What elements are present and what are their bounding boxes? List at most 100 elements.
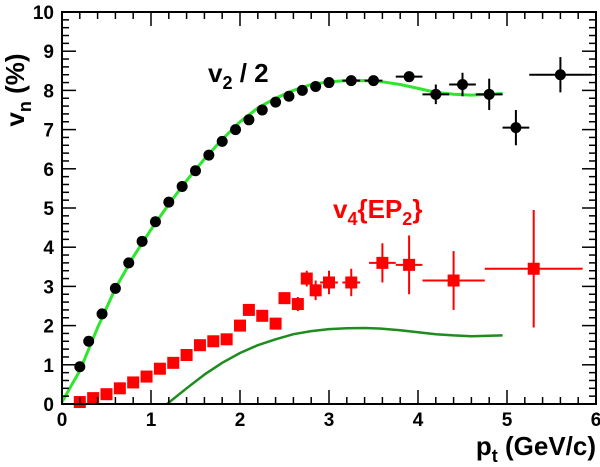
data-point-s1-10 xyxy=(190,165,201,177)
circle-marker xyxy=(96,308,108,320)
data-point-s1-11 xyxy=(203,149,215,161)
data-point-s1-5 xyxy=(123,257,135,269)
circle-marker xyxy=(176,180,188,192)
data-point-s2-26 xyxy=(484,209,583,328)
circle-marker xyxy=(74,361,86,373)
data-point-s1-4 xyxy=(109,282,121,294)
data-point-s1-7 xyxy=(149,216,161,228)
y-tick-label: 8 xyxy=(43,81,54,102)
square-marker xyxy=(140,370,153,383)
annotation-v4-brace-open: {EP xyxy=(357,194,402,224)
data-point-s1-6 xyxy=(136,235,148,247)
circle-marker xyxy=(430,88,442,100)
plot-frame xyxy=(61,11,597,405)
square-marker xyxy=(127,376,140,389)
circle-marker xyxy=(109,282,121,294)
data-point-s1-24 xyxy=(422,84,450,105)
square-marker xyxy=(207,335,220,348)
square-marker xyxy=(87,392,100,405)
circle-marker xyxy=(136,235,148,247)
circle-marker xyxy=(310,80,322,92)
square-marker xyxy=(220,333,233,346)
data-point-s2-16 xyxy=(269,317,282,330)
data-point-s1-18 xyxy=(296,84,308,96)
circle-marker xyxy=(83,335,95,347)
x-tick-label: 6 xyxy=(591,410,600,431)
y-tick-label: 10 xyxy=(33,3,54,24)
data-point-s2-19 xyxy=(300,270,313,287)
circle-marker xyxy=(368,75,379,87)
tick-labels: 0 1 2 3 4 5 6 0 1 2 3 4 5 6 7 8 9 10 xyxy=(33,3,600,431)
data-point-s2-4 xyxy=(113,382,126,395)
y-tick-label: 6 xyxy=(43,160,54,181)
square-marker xyxy=(256,309,269,322)
circle-marker xyxy=(256,104,268,116)
data-point-s1-17 xyxy=(283,90,295,102)
circle-marker xyxy=(345,75,357,87)
x-tick-label: 1 xyxy=(146,410,157,431)
annotation-v2-rest: / 2 xyxy=(232,58,268,88)
data-point-s1-15 xyxy=(256,104,268,116)
y-tick-label: 4 xyxy=(43,238,54,259)
annotation-v4: v4{EP2} xyxy=(333,194,422,229)
square-marker xyxy=(345,276,358,289)
x-tick-label: 0 xyxy=(57,410,68,431)
data-point-s1-19 xyxy=(310,80,322,92)
circle-marker xyxy=(457,79,468,91)
circle-marker xyxy=(243,114,255,126)
data-point-s1-22 xyxy=(364,75,383,87)
square-marker xyxy=(527,262,540,275)
square-marker xyxy=(291,298,304,311)
square-marker xyxy=(376,256,389,269)
x-axis-title: pt (GeV/c) xyxy=(476,431,596,466)
data-point-s2-8 xyxy=(167,356,180,369)
data-point-s2-12 xyxy=(220,333,233,346)
square-marker xyxy=(180,349,193,361)
data-point-s1-28 xyxy=(529,57,592,93)
plot-border xyxy=(61,11,597,405)
data-point-s2-20 xyxy=(309,280,322,301)
circle-marker xyxy=(270,96,282,108)
square-marker xyxy=(269,317,282,330)
data-point-s2-5 xyxy=(127,376,140,389)
annotation-v2-main: v xyxy=(208,58,223,88)
square-marker xyxy=(193,339,206,352)
annotation-v2: v2 / 2 xyxy=(208,58,269,93)
circle-marker xyxy=(510,122,522,134)
annotation-v4-main: v xyxy=(333,194,348,224)
data-point-s1-12 xyxy=(216,135,228,147)
circle-marker xyxy=(403,71,415,83)
data-point-s1-26 xyxy=(475,78,503,110)
data-point-s2-10 xyxy=(193,339,206,352)
data-point-s2-7 xyxy=(153,362,166,375)
data-point-s1-1 xyxy=(74,361,86,373)
circle-marker xyxy=(149,216,161,228)
circle-marker xyxy=(230,124,242,136)
data-point-s1-9 xyxy=(176,180,188,192)
data-point-s2-9 xyxy=(180,349,193,361)
x-tick-label: 2 xyxy=(235,410,246,431)
square-marker xyxy=(100,388,113,401)
square-marker xyxy=(323,276,335,289)
model-curve-2 xyxy=(166,326,503,405)
y-tick-label: 3 xyxy=(43,277,54,298)
square-marker xyxy=(242,303,255,316)
square-marker xyxy=(113,382,126,395)
square-marker xyxy=(403,258,416,271)
data-point-s2-17 xyxy=(278,292,291,305)
data-point-s2-3 xyxy=(100,388,113,401)
circle-marker xyxy=(554,69,566,81)
data-point-s2-25 xyxy=(422,251,485,310)
circle-marker xyxy=(296,84,308,96)
y-tick-label: 5 xyxy=(43,199,54,220)
data-point-s2-18 xyxy=(291,296,304,312)
x-tick-label: 4 xyxy=(413,410,424,431)
square-marker xyxy=(447,274,460,287)
annotation-v4-sub2: 2 xyxy=(402,209,412,229)
data-point-s1-14 xyxy=(243,114,255,126)
y-tick-label: 2 xyxy=(43,317,54,338)
square-marker xyxy=(278,292,291,305)
model-curve-1 xyxy=(60,79,503,403)
data-point-s2-22 xyxy=(342,268,361,297)
